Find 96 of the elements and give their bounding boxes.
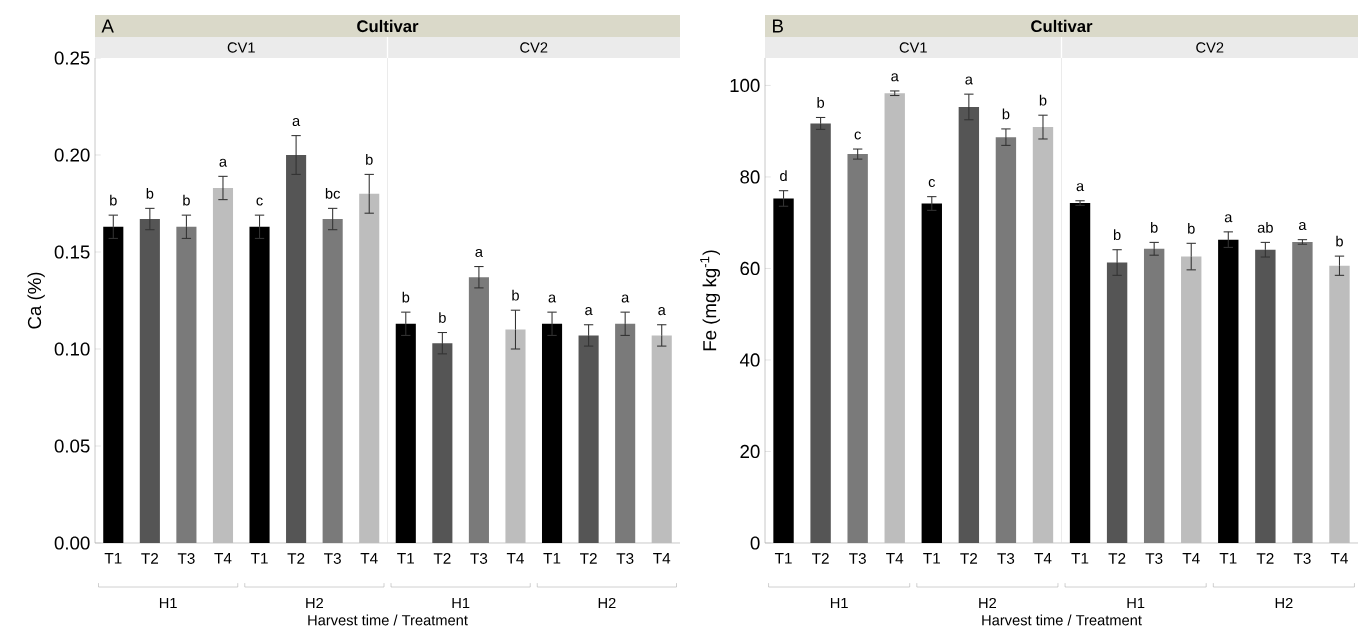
x-tick-label: T3 — [1293, 553, 1311, 564]
chart-title: B — [773, 19, 783, 33]
data-label: a — [621, 294, 630, 303]
text: CV2 — [520, 42, 548, 53]
x-axis-title: Harvest time / Treatment — [308, 614, 468, 626]
data-label: a — [292, 117, 301, 126]
data-label: a — [1298, 222, 1307, 231]
x-tick-label: T4 — [214, 553, 232, 564]
y-tick-label: 0.25 — [54, 51, 90, 65]
x-tick-label: T4 — [360, 553, 378, 564]
data-label: c — [256, 197, 263, 206]
x-tick-label: T3 — [324, 553, 341, 564]
x-tick-label: T1 — [923, 553, 940, 564]
data-label: b — [183, 194, 190, 206]
x-tick-label: T3 — [849, 553, 866, 564]
data-label: c — [854, 131, 861, 140]
data-label: b — [1151, 222, 1158, 233]
data-label: c — [928, 179, 936, 188]
text: CV1 — [899, 42, 927, 53]
y-tick-label: 20 — [740, 444, 760, 459]
x-tick-label: T1 — [104, 553, 122, 564]
x-tick-label: T4 — [653, 553, 671, 564]
y-tick-label: 40 — [739, 353, 760, 367]
text: H2 — [1275, 597, 1293, 609]
data-label: a — [965, 76, 973, 85]
data-label: b — [110, 194, 117, 206]
data-label: d — [780, 170, 787, 182]
text: H2 — [306, 597, 324, 609]
data-label: b — [1113, 229, 1121, 241]
chart-title: A — [101, 19, 114, 33]
y-tick-label: 0 — [750, 536, 760, 550]
y-tick-label: 0.10 — [54, 342, 90, 356]
x-tick-label: T2 — [287, 553, 305, 564]
y-tick-label: 0.00 — [54, 536, 90, 550]
data-label: b — [1336, 235, 1343, 247]
x-tick-label: T3 — [997, 553, 1015, 564]
x-tick-label: T4 — [1182, 553, 1200, 564]
y-tick-label: 0.15 — [54, 245, 90, 259]
y-tick-label: 0.05 — [54, 439, 90, 453]
data-label: a — [585, 307, 593, 316]
y-tick-label: 80 — [740, 170, 760, 184]
x-tick-label: T2 — [811, 553, 829, 564]
text: H1 — [159, 597, 177, 609]
x-tick-label: T1 — [397, 553, 414, 564]
data-label: a — [891, 73, 899, 82]
data-label: b — [439, 312, 446, 323]
data-label: b — [1188, 222, 1195, 234]
text: H2 — [979, 597, 997, 609]
x-tick-label: T2 — [1108, 553, 1126, 564]
x-tick-label: T4 — [1330, 553, 1348, 564]
chart-subtitle: Cultivar — [1031, 19, 1093, 33]
x-tick-label: T1 — [543, 553, 561, 564]
x-axis-title: Harvest time / Treatment — [982, 614, 1142, 626]
text: H1 — [830, 597, 848, 609]
y-tick-label: 0.20 — [54, 148, 90, 162]
y-axis-title: Ca (%) — [27, 272, 45, 329]
x-tick-label: T1 — [250, 553, 268, 564]
data-label: ab — [1257, 222, 1273, 233]
data-label: a — [658, 307, 666, 316]
chart-subtitle: Cultivar — [357, 19, 419, 33]
data-label: b — [402, 291, 410, 303]
x-tick-label: T3 — [1145, 553, 1163, 564]
y-axis-title: Fe (mg kg$^{-1}$) — [700, 250, 720, 351]
text: H2 — [598, 597, 616, 609]
data-label: a — [219, 158, 228, 167]
text: H1 — [1127, 597, 1145, 609]
data-label: b — [1002, 108, 1010, 120]
data-label: b — [146, 187, 154, 199]
data-label: b — [817, 97, 825, 108]
data-label: a — [1076, 183, 1085, 192]
text: H1 — [452, 597, 470, 609]
data-label: a — [475, 248, 483, 257]
text: CV2 — [1196, 42, 1224, 53]
x-tick-label: T1 — [1071, 553, 1089, 564]
data-label: b — [512, 289, 519, 301]
x-tick-label: T2 — [1256, 553, 1274, 564]
x-tick-label: T4 — [506, 553, 524, 564]
data-label: bc — [325, 187, 341, 199]
data-label: b — [1039, 94, 1047, 106]
x-tick-label: T3 — [177, 553, 195, 564]
y-tick-label: 100 — [730, 78, 760, 93]
data-label: a — [1224, 214, 1233, 223]
x-tick-label: T2 — [433, 553, 451, 564]
x-tick-label: T3 — [616, 553, 634, 564]
x-tick-label: T4 — [1034, 553, 1052, 564]
x-tick-label: T3 — [470, 553, 488, 564]
y-tick-label: 60 — [740, 261, 760, 276]
x-tick-label: T1 — [1219, 553, 1237, 564]
data-label: b — [366, 154, 373, 165]
x-tick-label: T2 — [960, 553, 978, 564]
text: CV1 — [227, 42, 255, 53]
x-tick-label: T2 — [141, 553, 159, 564]
x-tick-label: T2 — [579, 553, 597, 564]
x-tick-label: T4 — [886, 553, 904, 564]
x-tick-label: T1 — [774, 553, 792, 564]
data-label: a — [548, 294, 557, 303]
